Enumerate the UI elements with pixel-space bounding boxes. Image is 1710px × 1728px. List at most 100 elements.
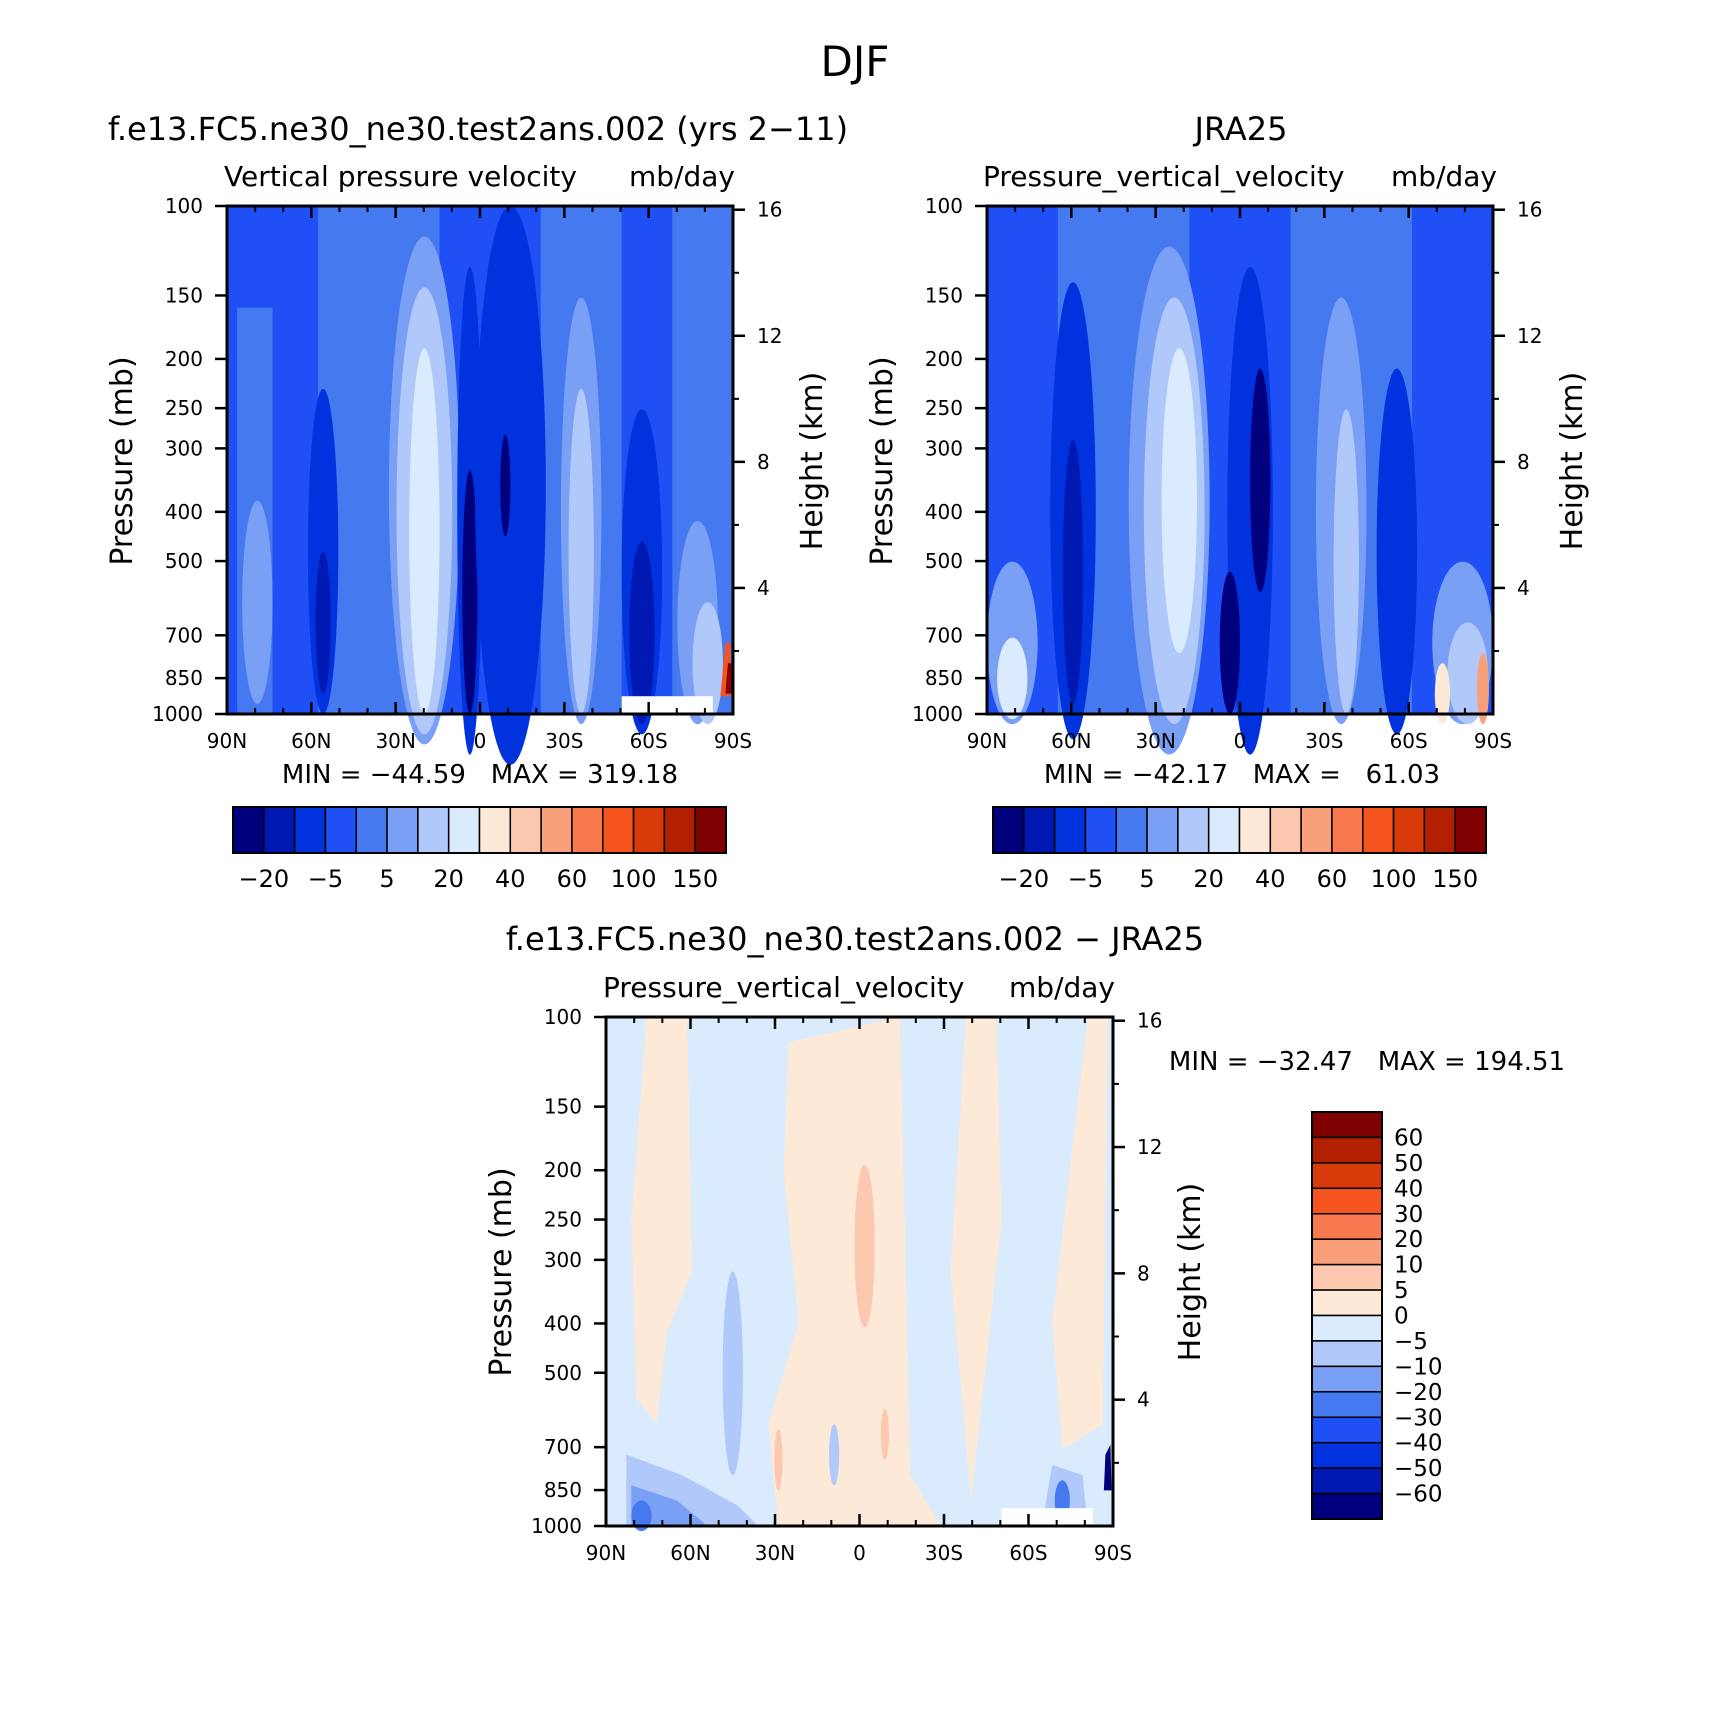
colorbar-swatch (1311, 1213, 1383, 1240)
panel-subtitle-units: mb/day (1391, 160, 1497, 193)
y2-tick-label: 8 (757, 450, 770, 474)
axes: 90N 60N 30N 0 30S 60S 90S 100 150 200 250 300 400 500… (912, 194, 1542, 753)
contour-field (987, 206, 1493, 755)
colorbar-swatch (1311, 1340, 1383, 1368)
y2-tick-label: 16 (1137, 1009, 1162, 1033)
colorbar-label: 20 (1394, 1227, 1423, 1253)
x-tick-label: 0 (1234, 729, 1247, 753)
y-tick-label: 500 (544, 1361, 582, 1385)
colorbar-swatch (447, 806, 481, 854)
min-max-stats: MIN = −44.59 MAX = 319.18 (282, 760, 678, 790)
colorbar-swatch (478, 806, 512, 854)
colorbar-label: 0 (1394, 1304, 1409, 1330)
colorbar-label: −60 (1394, 1482, 1443, 1508)
x-tick-label: 90S (1474, 729, 1512, 753)
panel-subtitle-variable: Vertical pressure velocity (224, 160, 577, 193)
contour-patch (692, 602, 723, 725)
colorbar-label: 150 (672, 865, 718, 893)
axes: 90N 60N 30N 0 30S 60S 90S 100 150 200 250 300 400 500… (531, 1005, 1162, 1565)
colorbar-swatch (1311, 1441, 1383, 1469)
colorbar-swatch (602, 806, 635, 854)
colorbar-swatch (1311, 1187, 1383, 1215)
y2-tick-label: 12 (1137, 1135, 1162, 1159)
colorbar-label: −5 (1068, 865, 1103, 893)
panel-subtitle-units: mb/day (629, 160, 735, 193)
colorbar-swatch (694, 806, 727, 854)
y2-tick-label: 12 (1517, 324, 1542, 348)
y2-axis-label: Height (km) (795, 372, 830, 551)
contour-field (227, 206, 733, 765)
contour-patch (880, 1408, 889, 1460)
x-tick-label: 60N (291, 729, 331, 753)
x-tick-label: 30S (925, 1541, 963, 1565)
missing-data (1001, 1508, 1093, 1526)
colorbar-swatch (1362, 806, 1395, 854)
y-tick-label: 850 (544, 1478, 582, 1502)
y-tick-label: 700 (165, 623, 203, 647)
contour-patch (1376, 368, 1418, 735)
colorbar-swatch (1177, 806, 1210, 854)
contour-patch (631, 1500, 652, 1532)
y-tick-label: 1000 (531, 1514, 582, 1538)
colorbar-label: −40 (1394, 1431, 1443, 1457)
x-tick-label: 90S (1094, 1541, 1132, 1565)
contour-patch (997, 637, 1028, 720)
axes: 90N 60N 30N 0 30S 60S 90S 100 150 200 250 300 400 500… (152, 194, 782, 753)
colorbar-swatch (232, 806, 265, 854)
colorbar-label: 20 (1193, 865, 1224, 893)
x-tick-label: 90N (586, 1541, 626, 1565)
contour-patch (474, 206, 546, 765)
y-tick-label: 200 (165, 347, 203, 371)
colorbar-swatch (663, 806, 696, 854)
panel-model: f.e13.FC5.ne30_ne30.test2ans.002 (yrs 2−… (105, 110, 848, 893)
contour-patch (242, 500, 273, 704)
y-tick-label: 250 (544, 1208, 582, 1232)
y-tick-label: 700 (925, 623, 963, 647)
panel-difference: f.e13.FC5.ne30_ne30.test2ans.002 − JRA25… (484, 920, 1565, 1565)
colorbar-label: 20 (433, 865, 464, 893)
contour-patch (568, 388, 594, 714)
x-tick-label: 30N (755, 1541, 795, 1565)
y-tick-label: 500 (165, 549, 203, 573)
min-max-stats: MIN = −42.17 MAX = 61.03 (1044, 760, 1440, 790)
y-tick-label: 850 (165, 666, 203, 690)
panel-title: f.e13.FC5.ne30_ne30.test2ans.002 (yrs 2−… (108, 110, 848, 148)
y-tick-label: 200 (925, 347, 963, 371)
y2-tick-label: 4 (1517, 576, 1530, 600)
colorbar-swatch (571, 806, 604, 854)
y-tick-label: 850 (925, 666, 963, 690)
y-tick-label: 150 (925, 283, 963, 307)
contour-patch (722, 1271, 743, 1476)
colorbar-swatch (1331, 806, 1364, 854)
colorbar-label: 5 (1139, 865, 1154, 893)
y-tick-label: 100 (544, 1005, 582, 1029)
colorbar-label: −20 (238, 865, 289, 893)
contour-patch (950, 1017, 1002, 1501)
colorbar-swatch (355, 806, 388, 854)
y2-axis-label: Height (km) (1173, 1183, 1208, 1362)
colorbar-swatch (1023, 806, 1056, 854)
colorbar-label: 100 (611, 865, 657, 893)
colorbar-swatch (1311, 1314, 1383, 1342)
colorbar-label: 50 (1394, 1151, 1423, 1177)
panel-subtitle-variable: Pressure_vertical_velocity (983, 160, 1344, 193)
colorbar-frame (232, 806, 727, 854)
y-axis-label: Pressure (mb) (105, 356, 140, 565)
colorbar-label: −30 (1394, 1405, 1443, 1431)
contour-patch (1161, 348, 1197, 654)
y2-axis-label: Height (km) (1555, 372, 1590, 551)
colorbar-label: 60 (1317, 865, 1348, 893)
colorbar-swatch (293, 806, 327, 854)
y2-tick-label: 8 (1137, 1261, 1150, 1285)
y-tick-label: 300 (165, 436, 203, 460)
colorbar-label: −5 (1394, 1329, 1428, 1355)
panel-observation: JRA25 Pressure_vertical_velocity mb/day … (865, 110, 1590, 893)
colorbar-swatch (1146, 806, 1179, 854)
contour-patch (1434, 663, 1450, 725)
panel-subtitle-units: mb/day (1009, 971, 1115, 1004)
colorbar-swatch (1115, 806, 1148, 854)
colorbar-label: 5 (379, 865, 394, 893)
x-tick-label: 0 (474, 729, 487, 753)
x-tick-label: 60N (1051, 729, 1091, 753)
